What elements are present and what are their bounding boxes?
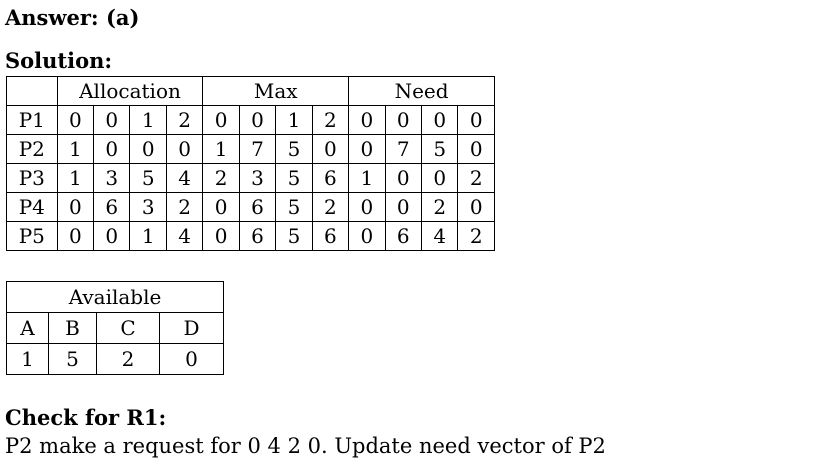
need-cell: 2 [420,192,459,222]
need-cell: 0 [348,134,386,164]
process-cell: P3 [6,163,58,193]
allocation-cell: 0 [165,134,204,164]
available-col-d: D [158,312,225,344]
allocation-cell: 0 [93,134,131,164]
allocation-cell: 3 [93,163,131,193]
max-cell: 7 [238,134,277,164]
allocation-cell: 0 [56,192,95,222]
max-cell: 2 [311,105,350,135]
max-cell: 5 [275,192,313,222]
max-cell: 1 [275,105,313,135]
max-cell: 2 [202,163,240,193]
need-cell: 0 [420,163,459,193]
max-cell: 6 [311,163,350,193]
check-heading: Check for R1: [5,405,167,430]
process-cell: P2 [6,134,58,164]
header-corner-cell [6,76,58,106]
available-value-c: 2 [96,343,160,375]
need-cell: 0 [457,105,495,135]
available-col-b: B [48,312,97,344]
need-cell: 0 [384,105,423,135]
need-cell: 7 [384,134,423,164]
table-row: P2 1 0 0 0 1 7 5 0 0 7 5 0 [6,134,495,164]
need-cell: 0 [348,105,386,135]
available-columns-row: A B C D [6,312,225,344]
max-cell: 5 [275,221,313,251]
max-cell: 0 [202,221,240,251]
max-cell: 3 [238,163,277,193]
allocation-cell: 0 [129,134,167,164]
max-cell: 1 [202,134,240,164]
max-cell: 2 [311,192,350,222]
table-row: P5 0 0 1 4 0 6 5 6 0 6 4 2 [6,221,495,251]
available-title-row: Available [5,281,225,313]
max-cell: 0 [202,192,240,222]
table-row: P3 1 3 5 4 2 3 5 6 1 0 0 2 [6,163,495,193]
max-header: Max [202,76,350,106]
max-cell: 6 [238,221,277,251]
allocation-cell: 5 [129,163,167,193]
available-table: Available A B C D 1 5 2 0 [5,281,225,375]
process-cell: P4 [6,192,58,222]
need-cell: 2 [457,221,495,251]
max-cell: 0 [238,105,277,135]
available-values-row: 1 5 2 0 [6,343,225,375]
need-cell: 0 [348,221,386,251]
allocation-cell: 0 [56,221,95,251]
allocation-cell: 4 [165,221,204,251]
process-cell: P5 [6,221,58,251]
need-cell: 6 [384,221,423,251]
need-cell: 0 [457,192,495,222]
process-cell: P1 [6,105,58,135]
available-title: Available [5,281,225,313]
allocation-cell: 4 [165,163,204,193]
allocation-header: Allocation [56,76,204,106]
need-cell: 0 [457,134,495,164]
need-cell: 0 [420,105,459,135]
available-value-d: 0 [158,343,225,375]
allocation-cell: 0 [93,221,131,251]
allocation-cell: 0 [93,105,131,135]
allocation-cell: 2 [165,105,204,135]
answer-heading: Answer: (a) [5,5,140,30]
resource-allocation-table: Allocation Max Need P1 0 0 1 2 0 0 1 2 0 0 0 0 P2 1 0 0 0… [6,76,495,251]
available-col-c: C [96,312,160,344]
check-text: P2 make a request for 0 4 2 0. Update ne… [5,434,606,458]
max-cell: 5 [275,134,313,164]
max-cell: 6 [311,221,350,251]
allocation-cell: 6 [93,192,131,222]
available-value-b: 5 [48,343,97,375]
solution-heading: Solution: [5,48,113,73]
available-col-a: A [6,312,49,344]
max-cell: 0 [202,105,240,135]
allocation-cell: 2 [165,192,204,222]
need-cell: 0 [384,192,423,222]
available-value-a: 1 [6,343,49,375]
max-cell: 6 [238,192,277,222]
max-cell: 5 [275,163,313,193]
allocation-cell: 1 [56,163,95,193]
need-cell: 0 [348,192,386,222]
allocation-cell: 1 [129,105,167,135]
need-cell: 4 [420,221,459,251]
table-header-row: Allocation Max Need [6,76,495,106]
allocation-cell: 0 [56,105,95,135]
max-cell: 0 [311,134,350,164]
need-cell: 1 [348,163,386,193]
allocation-cell: 1 [56,134,95,164]
allocation-cell: 1 [129,221,167,251]
allocation-cell: 3 [129,192,167,222]
table-row: P4 0 6 3 2 0 6 5 2 0 0 2 0 [6,192,495,222]
table-row: P1 0 0 1 2 0 0 1 2 0 0 0 0 [6,105,495,135]
need-cell: 0 [384,163,423,193]
need-cell: 2 [457,163,495,193]
need-header: Need [348,76,495,106]
need-cell: 5 [420,134,459,164]
